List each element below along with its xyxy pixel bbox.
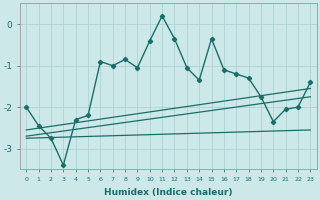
X-axis label: Humidex (Indice chaleur): Humidex (Indice chaleur) — [104, 188, 233, 197]
